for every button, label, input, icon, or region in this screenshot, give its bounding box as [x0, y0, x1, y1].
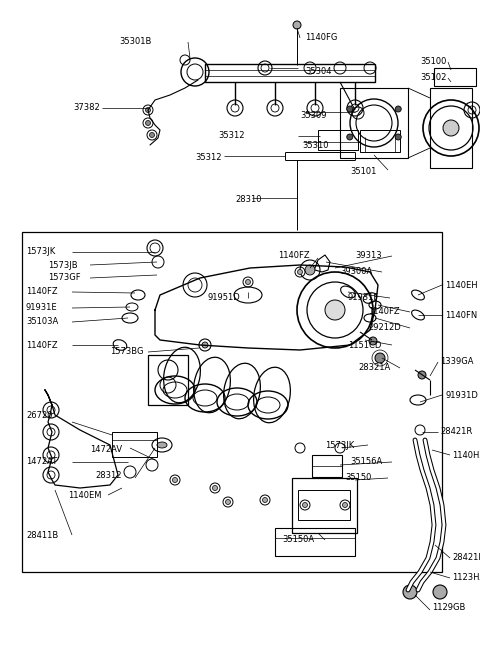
Text: 1140FZ: 1140FZ [26, 288, 58, 297]
Text: 91931D: 91931D [445, 390, 478, 400]
Text: 1573JK: 1573JK [26, 248, 55, 257]
Circle shape [293, 21, 301, 29]
Circle shape [149, 132, 155, 138]
Text: 1140FN: 1140FN [445, 310, 477, 320]
Text: 35304: 35304 [305, 67, 332, 77]
Text: 35101: 35101 [350, 168, 376, 176]
Text: 28421L: 28421L [452, 553, 480, 563]
Text: 35312: 35312 [218, 130, 245, 140]
Text: 1140FZ: 1140FZ [368, 307, 400, 316]
Text: 28312: 28312 [95, 470, 121, 479]
Circle shape [347, 134, 353, 140]
Bar [275, 528, 355, 556]
Circle shape [418, 371, 426, 379]
Bar [298, 490, 350, 520]
Text: 1140FZ: 1140FZ [26, 341, 58, 350]
Text: 35312: 35312 [195, 153, 222, 162]
Circle shape [347, 106, 353, 112]
Text: 26720: 26720 [26, 411, 52, 419]
Circle shape [403, 585, 417, 599]
Circle shape [443, 120, 459, 136]
Circle shape [213, 485, 217, 491]
Circle shape [325, 300, 345, 320]
Text: 39313: 39313 [355, 250, 382, 259]
Circle shape [226, 500, 230, 504]
Text: 1140EH: 1140EH [445, 280, 478, 290]
Text: 29212D: 29212D [368, 324, 401, 333]
Text: 1123HA: 1123HA [452, 574, 480, 582]
Text: 39300A: 39300A [340, 267, 372, 276]
Text: 91931F: 91931F [348, 293, 379, 303]
Text: 35301B: 35301B [120, 37, 152, 47]
Text: 28310: 28310 [235, 195, 262, 204]
Text: 35100: 35100 [420, 58, 446, 67]
Bar [205, 64, 375, 82]
Text: 35310: 35310 [302, 141, 328, 149]
Bar [112, 432, 157, 457]
Circle shape [343, 502, 348, 508]
Bar [430, 88, 472, 168]
Text: 35309: 35309 [300, 111, 326, 119]
Bar [148, 355, 188, 405]
Circle shape [433, 585, 447, 599]
Text: 91931E: 91931E [26, 303, 58, 312]
Bar [340, 88, 408, 158]
Circle shape [298, 269, 302, 274]
Bar [434, 68, 476, 86]
Bar [22, 232, 442, 572]
Text: 35102: 35102 [420, 73, 446, 83]
Circle shape [263, 498, 267, 502]
Text: 1573JK: 1573JK [325, 441, 354, 449]
Text: 1472AT: 1472AT [26, 457, 57, 466]
Circle shape [395, 134, 401, 140]
Text: 35150: 35150 [345, 474, 372, 483]
Text: 1140EM: 1140EM [68, 491, 101, 500]
Bar [312, 455, 342, 477]
Text: 28411B: 28411B [26, 531, 58, 540]
Circle shape [145, 121, 151, 126]
Circle shape [245, 280, 251, 284]
Text: 1140FZ: 1140FZ [278, 250, 310, 259]
Ellipse shape [157, 442, 167, 448]
Text: 1573JB: 1573JB [48, 261, 78, 269]
Text: 1151CD: 1151CD [348, 341, 382, 350]
Text: 1573GF: 1573GF [48, 274, 81, 282]
Circle shape [302, 502, 308, 508]
Text: 1573BG: 1573BG [110, 348, 144, 356]
Circle shape [145, 107, 151, 113]
Circle shape [375, 353, 385, 363]
Text: 91951D: 91951D [208, 293, 241, 303]
Text: 35150A: 35150A [282, 536, 314, 544]
Text: 1140HX: 1140HX [452, 451, 480, 460]
Text: 28421R: 28421R [440, 428, 472, 436]
Circle shape [202, 342, 208, 348]
Text: 1129GB: 1129GB [432, 603, 466, 612]
Text: 28321A: 28321A [358, 364, 390, 373]
Circle shape [369, 337, 377, 345]
Text: 35103A: 35103A [26, 318, 58, 326]
Circle shape [395, 106, 401, 112]
Circle shape [305, 265, 315, 275]
Text: 35156A: 35156A [350, 457, 382, 466]
Bar [292, 478, 357, 533]
Text: 37382: 37382 [73, 103, 100, 113]
Text: 1140FG: 1140FG [305, 33, 337, 43]
Text: 1472AV: 1472AV [90, 445, 122, 455]
Text: 1339GA: 1339GA [440, 358, 473, 367]
Circle shape [172, 477, 178, 483]
